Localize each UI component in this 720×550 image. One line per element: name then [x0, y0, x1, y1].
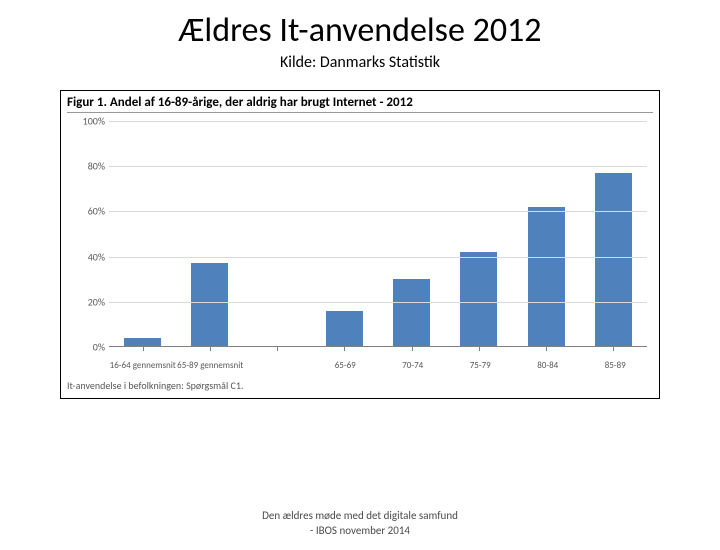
figure-title: Figur 1. Andel af 16-89-årige, der aldri… — [67, 95, 653, 113]
y-axis-label: 20% — [67, 295, 105, 308]
gridline — [109, 211, 647, 212]
bar — [595, 173, 632, 347]
y-axis-label: 0% — [67, 341, 105, 354]
bar — [460, 252, 497, 347]
gridline — [109, 166, 647, 167]
x-tick — [210, 347, 211, 351]
y-axis-label: 100% — [67, 115, 105, 128]
bar — [393, 279, 430, 347]
x-tick — [479, 347, 480, 351]
slide: Ældres It-anvendelse 2012 Kilde: Danmark… — [0, 10, 720, 550]
bar — [191, 263, 228, 347]
figure-caption: It-anvendelse i befolkningen: Spørgsmål … — [67, 379, 653, 392]
gridline — [109, 257, 647, 258]
x-axis-label: 75-79 — [470, 360, 491, 371]
x-axis-label: 80-84 — [537, 360, 558, 371]
plot-area — [109, 121, 647, 347]
footer-line-1: Den ældres møde med det digitale samfund — [262, 509, 458, 522]
y-axis-label: 80% — [67, 160, 105, 173]
figure-container: Figur 1. Andel af 16-89-årige, der aldri… — [60, 90, 660, 399]
x-axis-label: 65-69 — [335, 360, 356, 371]
x-tick — [412, 347, 413, 351]
x-tick — [344, 347, 345, 351]
x-axis-label: 70-74 — [402, 360, 423, 371]
x-tick — [143, 347, 144, 351]
page-subtitle: Kilde: Danmarks Statistik — [0, 53, 720, 72]
x-axis-label: 16-64 gennemsnit — [110, 360, 176, 371]
x-axis-label: 85-89 — [605, 360, 626, 371]
bars-layer — [109, 121, 647, 347]
x-axis-label: 65-89 gennemsnit — [177, 360, 243, 371]
footer-line-2: - IBOS november 2014 — [310, 524, 410, 537]
slide-footer: Den ældres møde med det digitale samfund… — [0, 509, 720, 538]
x-tick — [613, 347, 614, 351]
bar — [326, 311, 363, 347]
y-axis-label: 60% — [67, 205, 105, 218]
y-axis-label: 40% — [67, 250, 105, 263]
gridline — [109, 302, 647, 303]
x-tick — [546, 347, 547, 351]
gridline — [109, 121, 647, 122]
x-axis-line — [109, 346, 647, 347]
bar-chart: 0% 20% 40% 60% 80% 100% 16-64 gennemsnit65-89 … — [67, 115, 653, 375]
page-title: Ældres It-anvendelse 2012 — [0, 10, 720, 51]
bar — [528, 207, 565, 347]
x-tick — [277, 347, 278, 351]
